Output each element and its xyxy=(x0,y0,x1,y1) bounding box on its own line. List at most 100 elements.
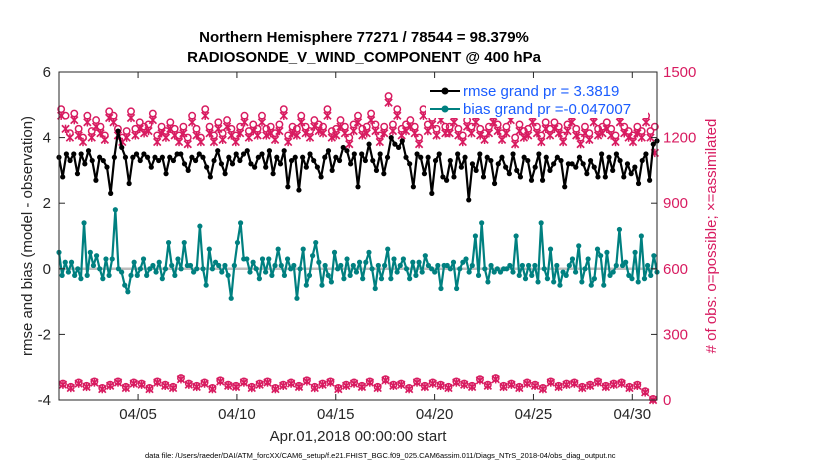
obs-assimilated-marker xyxy=(323,111,332,120)
rmse-point xyxy=(602,174,608,180)
bias-point xyxy=(413,272,419,278)
bias-point xyxy=(310,253,316,259)
x-axis-ticks: 04/05 04/10 04/15 04/20 04/25 04/30 xyxy=(119,72,651,423)
rmse-point xyxy=(491,180,498,187)
bias-point xyxy=(125,289,131,295)
bias-point xyxy=(328,279,334,285)
rmse-point xyxy=(211,157,217,164)
bias-point xyxy=(237,220,244,226)
bias-point xyxy=(457,266,463,272)
legend-bias-marker xyxy=(441,105,449,113)
obs-assimilated-marker xyxy=(384,98,393,107)
rmse-point xyxy=(318,174,324,180)
bias-point xyxy=(59,272,65,278)
rmse-point xyxy=(122,154,129,160)
bias-point xyxy=(416,259,422,265)
obs-assimilated-marker xyxy=(148,115,158,125)
obs-assimilated-marker xyxy=(109,118,118,127)
rmse-point xyxy=(163,171,169,177)
rmse-point xyxy=(510,151,516,157)
obs-assimilated-marker xyxy=(572,131,581,140)
bias-point xyxy=(335,266,341,272)
bias-point xyxy=(541,266,547,272)
obs-assimilated-low-marker xyxy=(66,383,76,393)
rmse-point xyxy=(204,164,210,170)
bias-point xyxy=(591,276,597,282)
bias-point xyxy=(372,285,378,292)
bias-point xyxy=(209,266,216,272)
obs-assimilated-low-marker xyxy=(90,378,99,387)
obs-assimilated-low-marker xyxy=(137,380,146,389)
rmse-point xyxy=(144,154,151,160)
obs-assimilated-marker xyxy=(589,118,598,127)
rmse-point xyxy=(263,164,269,170)
bias-point xyxy=(244,256,250,262)
rmse-point xyxy=(351,151,357,157)
obs-assimilated-marker xyxy=(641,118,651,127)
rmse-point xyxy=(307,151,313,157)
rmse-point xyxy=(543,154,549,160)
obs-assimilated-low-marker xyxy=(475,376,485,385)
rmse-point xyxy=(277,161,284,167)
obs-assimilated-low-marker xyxy=(357,382,367,392)
obs-assimilated-marker xyxy=(235,129,245,138)
obs-assimilated-marker xyxy=(423,126,433,136)
obs-assimilated-marker xyxy=(445,129,454,138)
bias-point xyxy=(75,266,81,272)
rmse-point xyxy=(392,141,398,147)
rmse-point xyxy=(643,151,649,157)
obs-assimilated-marker xyxy=(270,135,280,144)
bias-point xyxy=(563,272,569,278)
rmse-point xyxy=(650,141,656,147)
obs-assimilated-marker xyxy=(366,115,376,125)
obs-assimilated-low-marker xyxy=(310,383,319,393)
bias-point xyxy=(156,259,162,265)
rmse-point xyxy=(141,151,147,157)
obs-assimilated-marker xyxy=(166,124,175,134)
obs-assimilated-marker xyxy=(567,118,577,127)
obs-assimilated-low-marker xyxy=(404,384,414,394)
right-tick-label: 1500 xyxy=(663,64,696,81)
rmse-point xyxy=(599,151,605,157)
bias-point xyxy=(579,279,585,285)
obs-assimilated-marker xyxy=(331,131,341,140)
bias-point xyxy=(360,276,366,282)
bias-point xyxy=(557,282,563,288)
bias-point xyxy=(62,259,68,265)
rmse-point xyxy=(126,180,132,187)
rmse-point xyxy=(414,151,420,157)
bias-point xyxy=(313,239,319,246)
obs-assimilated-low-marker xyxy=(223,381,233,390)
bias-point xyxy=(172,272,178,278)
bias-point xyxy=(522,276,529,282)
obs-assimilated-marker xyxy=(74,131,83,140)
rmse-point xyxy=(344,148,350,154)
obs-assimilated-marker xyxy=(345,139,354,149)
obs-assimilated-low-marker xyxy=(515,383,524,393)
rmse-point xyxy=(536,151,542,157)
rmse-point xyxy=(528,177,535,183)
bias-point xyxy=(150,262,156,269)
obs-assimilated-marker xyxy=(528,118,537,127)
rmse-point xyxy=(325,148,332,154)
bias-point xyxy=(134,272,140,278)
rmse-point xyxy=(366,141,372,147)
rmse-point xyxy=(466,197,472,203)
bias-point xyxy=(369,266,375,272)
bias-point xyxy=(560,269,566,275)
obs-assimilated-marker xyxy=(541,124,550,134)
obs-assimilated-marker xyxy=(554,129,563,138)
obs-assimilated-marker xyxy=(122,133,131,142)
rmse-point xyxy=(259,151,265,157)
rmse-point xyxy=(255,154,261,160)
obs-assimilated-low-marker xyxy=(279,381,288,390)
bias-point xyxy=(428,266,435,272)
bias-point xyxy=(601,282,607,288)
bias-point xyxy=(507,262,513,269)
bias-point xyxy=(616,226,623,233)
obs-assimilated-marker xyxy=(183,139,192,149)
bias-point xyxy=(81,220,87,226)
bias-point xyxy=(619,262,626,269)
obs-assimilated-low-marker xyxy=(302,377,312,386)
bias-point xyxy=(119,269,125,275)
